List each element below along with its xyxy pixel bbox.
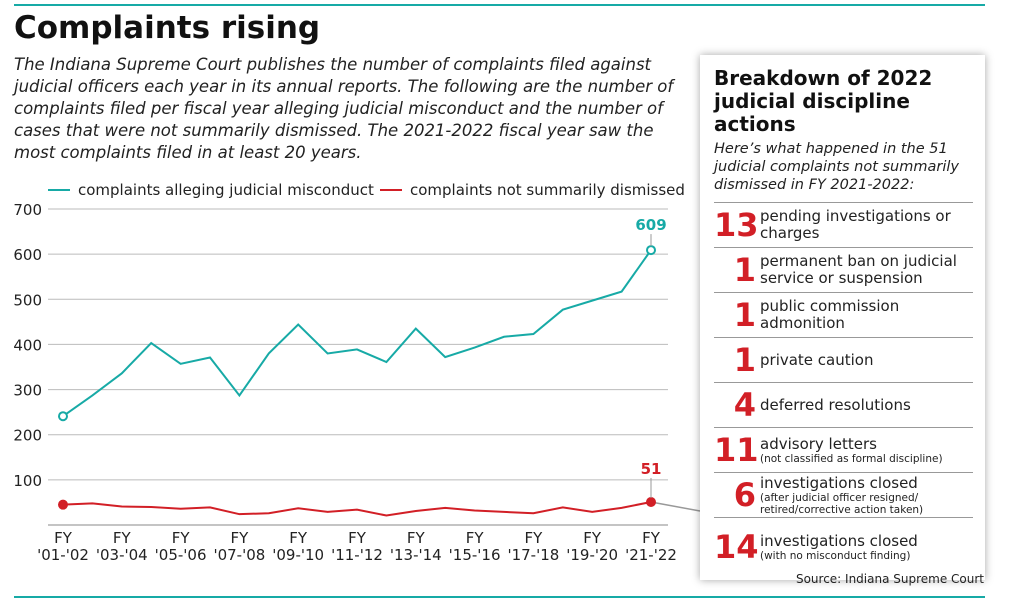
item-text: public commission admonition	[760, 298, 973, 332]
sidebar-item: 1 public commission admonition	[714, 292, 973, 337]
label-bg	[631, 214, 671, 235]
end-point	[58, 411, 68, 422]
legend-label: complaints not summarily dismissed	[410, 181, 685, 199]
sidebar-item: 11 advisory letters (not classified as for…	[714, 427, 973, 472]
x-tick-label: FY '01-'02	[37, 529, 89, 564]
item-number: 1	[733, 341, 756, 379]
y-tick-label: 500	[13, 291, 42, 309]
item-label: pending investigations or charges	[760, 207, 951, 242]
item-number: 1	[733, 251, 756, 289]
item-label: private caution	[760, 350, 874, 369]
item-number: 1	[733, 296, 756, 334]
sidebar-subtitle: Here’s what happened in the 51 judicial …	[714, 141, 959, 193]
sidebar-list: 13 pending investigations or charges 1 perm…	[714, 202, 973, 576]
sidebar-item: 1 private caution	[714, 337, 973, 382]
item-label: investigations closed	[760, 473, 918, 492]
item-text: deferred resolutions	[760, 395, 911, 414]
item-note: (not classified as formal discipline)	[760, 452, 943, 465]
sidebar: Breakdown of 2022 judicial discipline ac…	[700, 55, 985, 580]
item-number: 14	[714, 528, 759, 566]
title: Complaints rising	[14, 10, 321, 46]
x-tick-label: FY '15-'16	[449, 529, 501, 564]
sidebar-item: 14 investigations closed (with no miscondu…	[714, 517, 973, 576]
sidebar-item: 1 permanent ban on judicial service or su…	[714, 247, 973, 292]
item-label: advisory letters	[760, 434, 877, 453]
connector	[650, 501, 701, 512]
end-label: 609	[635, 216, 666, 234]
series-line	[62, 500, 652, 517]
y-tick-label: 100	[13, 472, 42, 490]
item-number: 6	[733, 476, 756, 514]
item-text: permanent ban on judicial service or sus…	[760, 253, 973, 287]
item-number: 11	[714, 431, 759, 469]
y-tick-label: 600	[13, 246, 42, 264]
x-tick-label: FY '09-'10	[272, 529, 324, 564]
y-tick-label: 300	[13, 382, 42, 400]
x-tick-label: FY '05-'06	[155, 529, 207, 564]
legend-label: complaints alleging judicial misconduct	[78, 181, 374, 199]
item-label: permanent ban on judicial service or sus…	[760, 252, 957, 287]
source: Source: Indiana Supreme Court	[795, 572, 984, 586]
item-label: investigations closed	[760, 531, 918, 550]
end-point	[58, 499, 68, 510]
x-tick-label: FY '07-'08	[213, 529, 265, 564]
item-note: (after judicial officer resigned/ retire…	[760, 491, 924, 516]
x-tick-label: FY '11-'12	[331, 529, 383, 564]
intro: The Indiana Supreme Court publishes the …	[14, 55, 674, 162]
sidebar-item: 13 pending investigations or charges	[714, 202, 973, 247]
item-number: 4	[733, 386, 756, 424]
sidebar-title: Breakdown of 2022 judicial discipline ac…	[714, 66, 933, 136]
sidebar-item: 6 investigations closed (after judicial of…	[714, 472, 973, 517]
item-note: (with no misconduct finding)	[760, 549, 911, 562]
end-point	[646, 496, 656, 507]
y-tick-label: 400	[13, 336, 42, 354]
x-tick-label: FY '21-'22	[625, 529, 677, 564]
item-number: 13	[714, 206, 759, 244]
end-point	[646, 245, 656, 256]
item-text: investigations closed (with no misconduct…	[760, 531, 918, 562]
item-text: advisory letters (not classified as forma…	[760, 434, 943, 465]
y-tick-label: 700	[13, 201, 42, 219]
x-tick-label: FY '03-'04	[96, 529, 148, 564]
item-label: deferred resolutions	[760, 395, 911, 414]
end-label: 51	[641, 460, 662, 478]
x-tick-label: FY '17-'18	[507, 529, 559, 564]
item-text: private caution	[760, 350, 874, 369]
series-line	[62, 249, 652, 418]
item-label: public commission admonition	[760, 297, 900, 332]
label-bg	[631, 457, 671, 478]
sidebar-item: 4 deferred resolutions	[714, 382, 973, 427]
item-text: pending investigations or charges	[760, 208, 973, 242]
y-tick-label: 200	[13, 427, 42, 445]
item-text: investigations closed (after judicial off…	[760, 473, 973, 516]
x-tick-label: FY '19-'20	[566, 529, 618, 564]
x-tick-label: FY '13-'14	[390, 529, 442, 564]
